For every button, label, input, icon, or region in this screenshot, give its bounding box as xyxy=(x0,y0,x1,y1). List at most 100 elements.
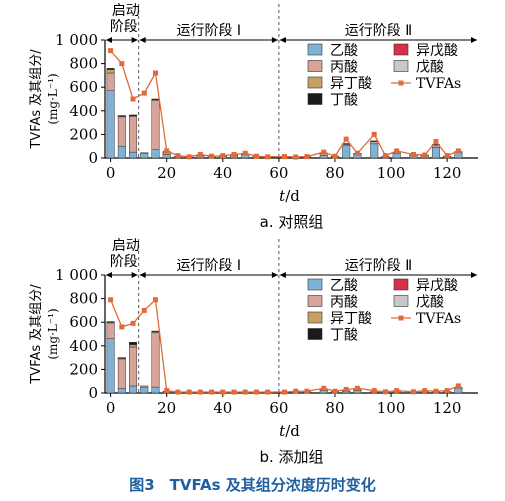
tvfa-marker xyxy=(422,152,428,158)
phase-arrow-head xyxy=(271,37,278,43)
tvfa-marker xyxy=(197,389,203,395)
bar-segment-butyric xyxy=(106,321,115,323)
bar-segment-butyric xyxy=(431,144,440,146)
tvfa-line xyxy=(110,298,459,393)
x-tick-label: 80 xyxy=(325,399,344,417)
tvfa-marker xyxy=(455,148,461,154)
tvfa-marker xyxy=(371,131,377,137)
bar-segment-acetic xyxy=(162,154,171,159)
legend-label: TVFAs xyxy=(416,76,461,92)
bar-segment-acetic xyxy=(431,147,440,159)
tvfa-marker xyxy=(304,154,310,160)
x-axis-label-unit: /d xyxy=(285,187,300,205)
x-tick-label: 60 xyxy=(269,164,288,182)
panel-caption: a. 对照组 xyxy=(260,213,324,231)
bar-segment-butyric xyxy=(117,115,126,117)
legend-label: 戊酸 xyxy=(416,60,444,76)
legend-swatch-butyric xyxy=(307,93,323,105)
legend-swatch-propionic xyxy=(307,295,323,307)
phase-arrow-head xyxy=(106,37,112,43)
bar-segment-propionic xyxy=(151,332,160,388)
y-tick-label: 800 xyxy=(69,290,98,308)
tvfa-marker xyxy=(354,385,360,391)
bar-segment-butyric xyxy=(106,68,115,70)
phase-label: 启动 xyxy=(112,238,140,254)
tvfa-marker xyxy=(343,136,349,142)
tvfa-marker xyxy=(253,389,259,395)
tvfa-marker xyxy=(186,154,192,160)
bar-segment-acetic xyxy=(106,90,115,159)
panel-caption: b. 添加组 xyxy=(259,448,323,466)
phase-arrow-head xyxy=(279,272,286,278)
y-tick-label: 600 xyxy=(69,78,98,96)
tvfa-marker xyxy=(433,138,439,144)
bar-segment-acetic xyxy=(151,386,160,394)
bar-segment-propionic xyxy=(106,322,115,339)
y-tick-label: 600 xyxy=(69,313,98,331)
tvfa-marker xyxy=(410,389,416,395)
bar-segment-isobutyric xyxy=(106,69,115,74)
legend-label: 异戊酸 xyxy=(416,43,458,59)
bar-segment-acetic xyxy=(151,149,160,159)
tvfa-marker xyxy=(186,389,192,395)
tvfa-marker xyxy=(108,297,114,303)
tvfa-line xyxy=(110,50,459,158)
tvfa-marker xyxy=(422,388,428,394)
x-axis-label: t/d xyxy=(279,422,300,440)
y-tick-label: 200 xyxy=(69,360,98,378)
bar-segment-propionic xyxy=(151,99,160,150)
legend-label: 戊酸 xyxy=(416,295,444,311)
tvfa-marker xyxy=(152,70,158,76)
phase-label: 运行阶段 Ⅰ xyxy=(176,258,241,274)
legend-label: TVFAs xyxy=(416,311,461,327)
tvfa-marker xyxy=(108,48,114,54)
legend-label: 丙酸 xyxy=(330,295,358,311)
tvfa-marker xyxy=(119,324,125,330)
tvfa-marker xyxy=(394,388,400,394)
x-tick-label: 120 xyxy=(433,164,462,182)
legend-swatch-isobutyric xyxy=(307,76,323,89)
tvfa-marker xyxy=(433,388,439,394)
tvfa-marker xyxy=(444,153,450,159)
legend-label: 丁酸 xyxy=(330,93,358,109)
bar-segment-acetic xyxy=(140,386,149,394)
bar-segment-propionic xyxy=(140,152,149,154)
legend-swatch-isovaleric xyxy=(393,278,409,291)
bar-segment-butyric xyxy=(151,330,160,333)
legend-label: 乙酸 xyxy=(330,278,358,294)
bar-segment-propionic xyxy=(106,72,115,91)
y-axis-label: TVFAs 及其组分/ xyxy=(29,49,44,150)
x-axis-label: t/d xyxy=(279,187,300,205)
legend-label: 异戊酸 xyxy=(416,278,458,294)
bar-segment-acetic xyxy=(353,390,362,394)
x-tick-label: 40 xyxy=(213,164,232,182)
bar-segment-butyric xyxy=(129,342,138,345)
tvfa-marker xyxy=(410,151,416,157)
tvfa-marker xyxy=(281,154,287,160)
phase-label: 启动 xyxy=(112,3,140,19)
bar-segment-butyric xyxy=(370,140,379,142)
tvfa-marker xyxy=(164,148,170,154)
bar-segment-isobutyric xyxy=(129,344,138,348)
tvfa-marker xyxy=(394,148,400,154)
legend-label: 异丁酸 xyxy=(330,311,372,327)
tvfa-marker xyxy=(332,153,338,159)
legend-label: 丁酸 xyxy=(330,328,358,344)
phase-label: 运行阶段 Ⅱ xyxy=(345,23,412,39)
bar-segment-butyric xyxy=(117,357,126,359)
legend-swatch-propionic xyxy=(307,60,323,72)
legend-label: 乙酸 xyxy=(330,43,358,59)
legend-swatch-butyric xyxy=(307,328,323,340)
tvfa-marker xyxy=(253,153,259,159)
legend-label: 异丁酸 xyxy=(330,76,372,92)
panel-control-group: 0 200 400 600 800 1 000 0 20 40 60 80 100 120 TVFAs 及… xyxy=(29,3,478,231)
tvfa-marker xyxy=(321,149,327,155)
bar-segment-acetic xyxy=(129,385,138,394)
tvfa-marker xyxy=(130,320,136,326)
tvfa-marker xyxy=(141,90,147,96)
phase-label: 阶段 xyxy=(110,254,138,270)
legend-label: 丙酸 xyxy=(330,60,358,76)
phase-label: 阶段 xyxy=(110,19,138,35)
tvfa-marker xyxy=(321,385,327,391)
tvfa-marker xyxy=(242,389,248,395)
